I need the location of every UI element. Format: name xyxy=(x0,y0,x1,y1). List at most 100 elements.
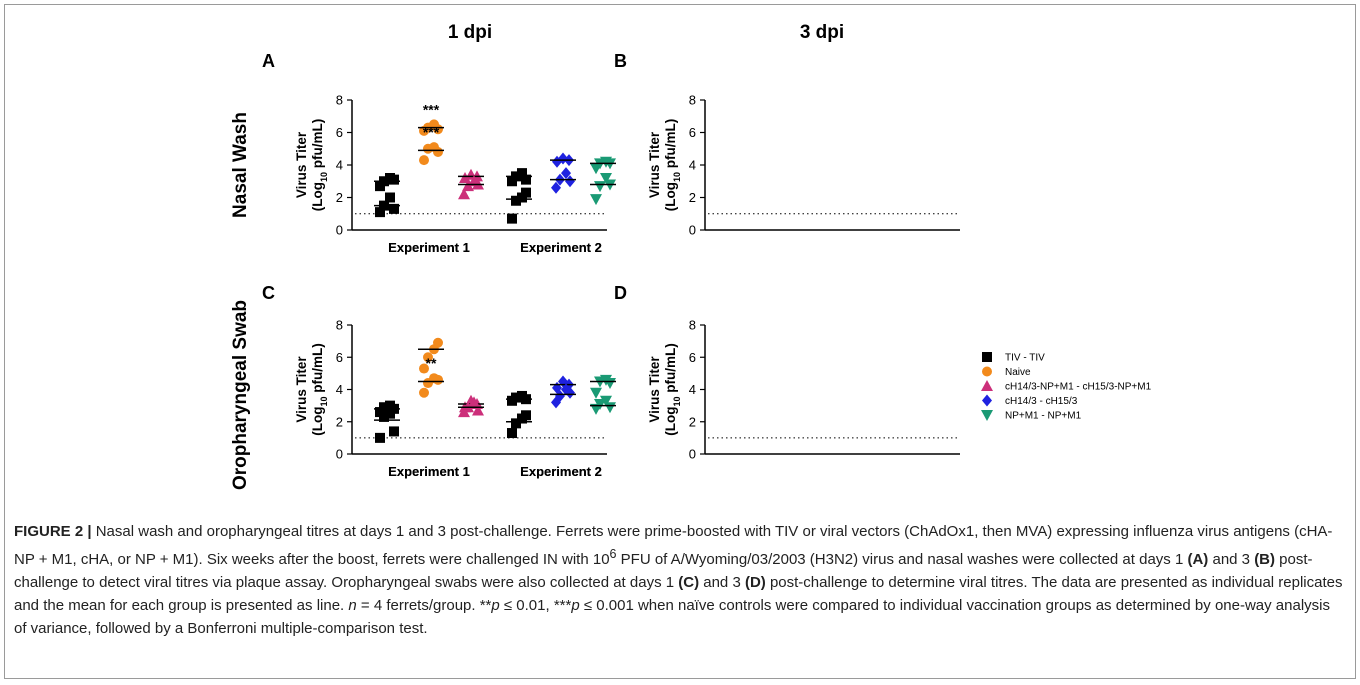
data-point xyxy=(511,392,521,403)
column-title-1dpi: 1 dpi xyxy=(448,22,492,43)
x-group-label: Experiment 1 xyxy=(388,240,470,255)
y-tick-label: 8 xyxy=(689,318,696,333)
caption-text-3: and 3 xyxy=(1208,551,1255,568)
data-point xyxy=(385,192,395,203)
data-point xyxy=(600,173,612,184)
data-point xyxy=(604,402,616,414)
data-point xyxy=(379,411,389,422)
data-point xyxy=(385,408,395,419)
y-tick-label: 0 xyxy=(689,223,696,238)
y-axis-label-line2: (Log10 pfu/mL) xyxy=(663,119,682,212)
caption-text-8: ≤ 0.01, *** xyxy=(499,597,572,614)
y-axis-label-suffix: pfu/mL) xyxy=(663,343,678,396)
y-axis-label-prefix: (Log xyxy=(663,407,678,436)
caption-ref-c: (C) xyxy=(678,574,700,591)
y-tick-label: 0 xyxy=(689,447,696,462)
data-point xyxy=(594,181,606,193)
legend-label: Naive xyxy=(1005,367,1031,378)
x-group-label: Experiment 1 xyxy=(388,464,470,479)
legend: TIV - TIV Naive cH14/3-NP+M1 - cH15/3-NP+M… xyxy=(981,352,1152,422)
data-point xyxy=(419,155,429,166)
row-title-oropharyngeal-swab: Oropharyngeal Swab xyxy=(230,300,251,490)
caption-text-6: post-challenge to determine viral titres… xyxy=(14,574,1343,614)
x-group-label: Experiment 2 xyxy=(520,464,602,479)
figure-caption: FIGURE 2 | Nasal wash and oropharyngeal … xyxy=(14,520,1344,640)
data-point xyxy=(458,188,470,200)
data-point xyxy=(551,181,561,194)
data-point xyxy=(375,432,385,443)
panel-letter: D xyxy=(614,283,627,303)
y-axis-label-line2: (Log10 pfu/mL) xyxy=(310,343,329,436)
data-point xyxy=(472,404,484,416)
data-point xyxy=(511,418,521,429)
caption-text-7: = 4 ferrets/group. ** xyxy=(356,597,492,614)
legend-marker xyxy=(982,352,992,362)
y-tick-label: 2 xyxy=(336,414,343,429)
y-tick-label: 2 xyxy=(689,414,696,429)
data-point xyxy=(521,187,531,198)
significance-marker: ** xyxy=(426,355,437,371)
y-axis-label-line2: (Log10 pfu/mL) xyxy=(310,119,329,212)
caption-text-4: post-challenge to detect viral titres vi… xyxy=(14,551,1313,591)
legend-label: NP+M1 - NP+M1 xyxy=(1005,411,1082,422)
panel-D: D 0 2 4 6 8 Virus Titer (Log10 pfu/mL) Experimen… xyxy=(374,283,960,479)
y-axis-label-prefix: (Log xyxy=(310,182,325,211)
data-point xyxy=(419,387,429,398)
data-point xyxy=(565,386,575,399)
data-point xyxy=(590,194,602,206)
data-point xyxy=(433,374,443,385)
data-point xyxy=(594,399,606,411)
panel-B: B 0 2 4 6 8 Virus Titer (Log10 pfu/mL) Experimen… xyxy=(374,51,960,255)
legend-marker xyxy=(981,380,993,391)
caption-text-1: Nasal wash and oropharyngeal titres at d… xyxy=(14,523,1333,568)
y-tick-label: 4 xyxy=(689,158,696,173)
data-point xyxy=(521,410,531,421)
significance-marker: *** xyxy=(423,124,440,140)
y-axis-label-line2: (Log10 pfu/mL) xyxy=(663,343,682,436)
panel-A: A 0 2 4 6 8 Virus Titer (Log10 pfu/mL) Experimen… xyxy=(262,51,616,255)
y-tick-label: 6 xyxy=(689,125,696,140)
y-axis-label-prefix: (Log xyxy=(663,182,678,211)
data-point xyxy=(389,174,399,185)
y-axis-label-line1: Virus Titer xyxy=(294,131,309,198)
y-tick-label: 4 xyxy=(336,382,343,397)
caption-p-2: p xyxy=(571,597,580,614)
y-tick-label: 8 xyxy=(336,318,343,333)
data-point xyxy=(419,363,429,374)
figure-graphic: 1 dpi 3 dpi Nasal Wash Oropharyngeal Swa… xyxy=(230,22,1152,490)
data-point xyxy=(375,207,385,218)
y-tick-label: 4 xyxy=(336,158,343,173)
y-tick-label: 2 xyxy=(336,190,343,205)
legend-label: cH14/3 - cH15/3 xyxy=(1005,396,1078,407)
y-tick-label: 0 xyxy=(336,447,343,462)
data-point xyxy=(555,389,565,402)
y-axis-label-subscript: 10 xyxy=(672,172,682,182)
caption-ref-a: (A) xyxy=(1187,551,1209,568)
legend-item: NP+M1 - NP+M1 xyxy=(981,410,1082,422)
data-point xyxy=(389,426,399,437)
legend-marker xyxy=(982,394,992,407)
caption-text-2: PFU of A/Wyoming/03/2003 (H3N2) virus an… xyxy=(616,551,1188,568)
column-title-3dpi: 3 dpi xyxy=(800,22,844,43)
data-point xyxy=(433,124,443,135)
caption-p-1: p xyxy=(491,597,500,614)
data-point xyxy=(590,387,602,399)
y-tick-label: 2 xyxy=(689,190,696,205)
data-point xyxy=(600,395,612,407)
y-axis-label-prefix: (Log xyxy=(310,407,325,436)
caption-text-9: ≤ 0.001 when naïve controls were compare… xyxy=(14,597,1331,637)
panel-C: C 0 2 4 6 8 Virus Titer (Log10 pfu/mL) Experimen… xyxy=(262,283,616,479)
data-point xyxy=(389,203,399,214)
legend-marker xyxy=(981,410,993,421)
x-group-label: Experiment 2 xyxy=(520,240,602,255)
y-axis-label-subscript: 10 xyxy=(672,396,682,406)
y-tick-label: 0 xyxy=(336,223,343,238)
y-axis-label-line1: Virus Titer xyxy=(647,131,662,198)
figure-frame xyxy=(4,4,1356,679)
y-axis-label-subscript: 10 xyxy=(319,396,329,406)
significance-marker: *** xyxy=(423,101,440,117)
data-point xyxy=(433,337,443,348)
y-axis-label-suffix: pfu/mL) xyxy=(310,119,325,172)
legend-item: Naive xyxy=(982,366,1031,378)
